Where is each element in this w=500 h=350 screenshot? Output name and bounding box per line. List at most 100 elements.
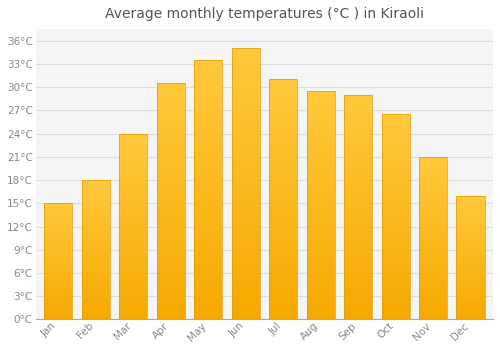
- Bar: [419, 157, 447, 159]
- Bar: [419, 188, 447, 189]
- Bar: [306, 283, 334, 285]
- Bar: [119, 214, 147, 215]
- Bar: [156, 241, 184, 244]
- Bar: [232, 124, 260, 127]
- Bar: [382, 260, 409, 262]
- Bar: [269, 183, 297, 185]
- Bar: [119, 191, 147, 193]
- Bar: [82, 188, 110, 190]
- Bar: [119, 169, 147, 171]
- Bar: [119, 188, 147, 189]
- Bar: [382, 194, 409, 196]
- Bar: [382, 155, 409, 158]
- Bar: [344, 142, 372, 144]
- Bar: [306, 212, 334, 215]
- Bar: [119, 201, 147, 202]
- Bar: [44, 219, 72, 221]
- Bar: [194, 229, 222, 231]
- Bar: [82, 215, 110, 216]
- Bar: [156, 102, 184, 105]
- Bar: [119, 316, 147, 317]
- Bar: [44, 315, 72, 316]
- Bar: [269, 180, 297, 183]
- Bar: [269, 255, 297, 257]
- Bar: [156, 206, 184, 209]
- Bar: [232, 70, 260, 73]
- Bar: [269, 152, 297, 154]
- Bar: [382, 305, 409, 307]
- Bar: [194, 281, 222, 283]
- Bar: [119, 208, 147, 210]
- Bar: [306, 299, 334, 301]
- Bar: [344, 191, 372, 194]
- Bar: [306, 248, 334, 251]
- Bar: [419, 186, 447, 188]
- Bar: [306, 105, 334, 107]
- Bar: [382, 163, 409, 166]
- Bar: [306, 201, 334, 203]
- Bar: [194, 89, 222, 91]
- Bar: [344, 216, 372, 218]
- Bar: [344, 162, 372, 164]
- Bar: [456, 300, 484, 301]
- Bar: [382, 258, 409, 260]
- Bar: [306, 306, 334, 308]
- Bar: [82, 230, 110, 232]
- Bar: [419, 197, 447, 199]
- Bar: [382, 231, 409, 233]
- Bar: [382, 315, 409, 317]
- Bar: [306, 251, 334, 253]
- Bar: [419, 272, 447, 274]
- Bar: [419, 308, 447, 310]
- Bar: [44, 267, 72, 268]
- Bar: [306, 130, 334, 132]
- Bar: [82, 264, 110, 265]
- Bar: [269, 118, 297, 120]
- Bar: [419, 235, 447, 237]
- Bar: [382, 209, 409, 211]
- Bar: [382, 172, 409, 174]
- Bar: [156, 284, 184, 286]
- Bar: [382, 147, 409, 149]
- Bar: [194, 63, 222, 65]
- Bar: [119, 295, 147, 297]
- Bar: [194, 96, 222, 99]
- Bar: [194, 270, 222, 273]
- Bar: [419, 310, 447, 312]
- Bar: [44, 209, 72, 210]
- Bar: [44, 285, 72, 286]
- Bar: [156, 133, 184, 135]
- Bar: [269, 317, 297, 320]
- Bar: [232, 230, 260, 233]
- Bar: [269, 199, 297, 202]
- Bar: [344, 234, 372, 236]
- Bar: [82, 292, 110, 293]
- Bar: [82, 228, 110, 229]
- Bar: [344, 218, 372, 220]
- Bar: [306, 196, 334, 198]
- Bar: [119, 299, 147, 301]
- Bar: [232, 219, 260, 222]
- Bar: [344, 196, 372, 198]
- Bar: [419, 246, 447, 248]
- Bar: [456, 223, 484, 224]
- Bar: [82, 229, 110, 230]
- Bar: [156, 90, 184, 93]
- Bar: [119, 251, 147, 253]
- Bar: [82, 233, 110, 235]
- Bar: [306, 144, 334, 146]
- Bar: [269, 247, 297, 250]
- Bar: [456, 299, 484, 300]
- Bar: [44, 206, 72, 207]
- Bar: [156, 105, 184, 107]
- Bar: [306, 265, 334, 267]
- Bar: [119, 163, 147, 165]
- Bar: [44, 288, 72, 289]
- Bar: [119, 134, 147, 320]
- Bar: [456, 274, 484, 275]
- Bar: [306, 230, 334, 233]
- Bar: [232, 108, 260, 111]
- Bar: [156, 201, 184, 204]
- Bar: [419, 312, 447, 313]
- Bar: [82, 310, 110, 311]
